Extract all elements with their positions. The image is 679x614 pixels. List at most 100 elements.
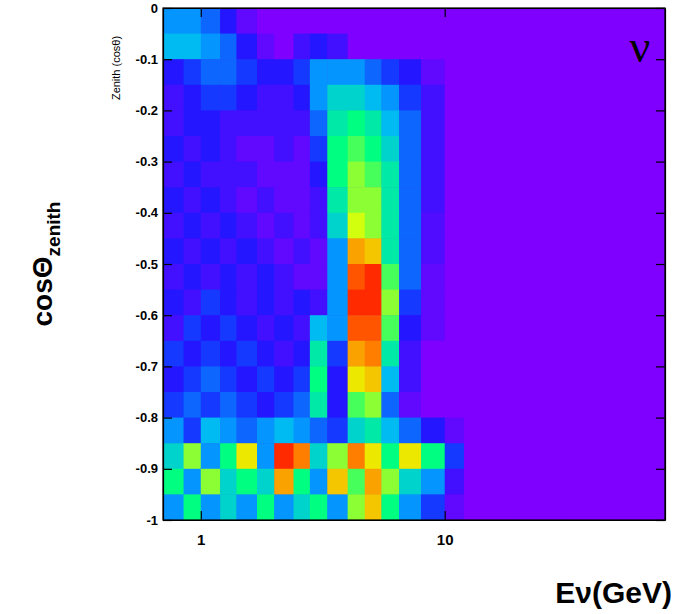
heatmap-cell [220,494,237,520]
heatmap-cell [561,341,665,367]
heatmap-cell [294,162,311,188]
heatmap-cell [488,341,519,367]
tick-label: -0.8 [136,410,158,425]
heatmap-cell [365,136,382,162]
heatmap-cell [163,469,184,495]
heatmap-cell [561,469,665,495]
heatmap-cell [421,392,445,418]
heatmap-cell [488,264,519,290]
heatmap-cell [561,136,665,162]
heatmap-cell [236,136,257,162]
heatmap-cell [220,34,237,60]
heatmap-cell [274,238,294,264]
heatmap-cell [518,8,561,34]
heatmap-cell [201,213,221,239]
heatmap-cell [184,418,202,444]
heatmap-cell [327,341,348,367]
heatmap-cell [464,418,488,444]
heatmap-cell [464,136,488,162]
heatmap-cell [464,110,488,136]
heatmap-cell [257,494,275,520]
tick [656,162,665,163]
heatmap-cell [381,136,399,162]
heatmap-cell [236,366,257,392]
tick-mark [163,59,172,60]
tick-mark [656,315,665,316]
heatmap-cell [365,59,382,85]
heatmap-cell [348,290,366,316]
heatmap-cell [294,494,311,520]
heatmap-cell [399,290,421,316]
heatmap-cell [445,469,465,495]
heatmap-cell [365,418,382,444]
heatmap-cell [445,290,465,316]
heatmap-cell [184,238,202,264]
heatmap-cell [327,34,348,60]
heatmap-cell [184,443,202,469]
heatmap-cell [381,443,399,469]
heatmap-cell [381,469,399,495]
heatmap-cell [348,366,366,392]
heatmap-cell [421,418,445,444]
heatmap-cell [327,418,348,444]
heatmap-cell [274,443,294,469]
heatmap-cell [220,213,237,239]
heatmap-cell [464,187,488,213]
heatmap-cell [445,494,465,520]
heatmap-cell [488,213,519,239]
tick-mark [445,511,446,520]
heatmap-cell [518,136,561,162]
tick [656,110,665,111]
heatmap-cell [201,187,221,213]
heatmap-cell [464,290,488,316]
heatmap-cell [488,110,519,136]
heatmap-cell [327,85,348,111]
heatmap-cell [163,290,184,316]
tick: -0.8 [136,410,172,425]
heatmap-cell [294,341,311,367]
heatmap-cell [445,59,465,85]
heatmap-cell [201,162,221,188]
heatmap-cell [220,59,237,85]
heatmap-cell [257,8,275,34]
heatmap-cell [163,85,184,111]
heatmap-cell [236,494,257,520]
heatmap-cell [184,34,202,60]
heatmap-cell [201,290,221,316]
heatmap-cell [294,392,311,418]
heatmap-cell [348,187,366,213]
tick-mark [163,418,172,419]
heatmap-cell [184,162,202,188]
heatmap-cell [236,187,257,213]
heatmap-cell [236,85,257,111]
heatmap-cell [184,264,202,290]
heatmap-cell [327,238,348,264]
axis-title: cosΘzenith [27,202,64,327]
heatmap-cell [294,136,311,162]
heatmap-cell [464,162,488,188]
heatmap-cell [421,315,445,341]
heatmap-cells [163,8,665,520]
heatmap-cell [464,59,488,85]
heatmap-cell [445,187,465,213]
heatmap-cell [257,392,275,418]
heatmap-cell [381,59,399,85]
heatmap-cell [274,8,294,34]
heatmap-cell [236,341,257,367]
heatmap-cell [327,315,348,341]
heatmap-cell [561,213,665,239]
heatmap-cell [163,187,184,213]
heatmap-cell [257,443,275,469]
heatmap-cell [220,392,237,418]
heatmap-cell [464,8,488,34]
heatmap-cell [518,494,561,520]
heatmap-cell [445,162,465,188]
heatmap-cell [184,213,202,239]
heatmap-cell [421,443,445,469]
heatmap-cell [294,290,311,316]
heatmap-cell [220,187,237,213]
heatmap-cell [365,238,382,264]
heatmap-cell [201,418,221,444]
heatmap-cell [257,341,275,367]
heatmap-cell [421,85,445,111]
